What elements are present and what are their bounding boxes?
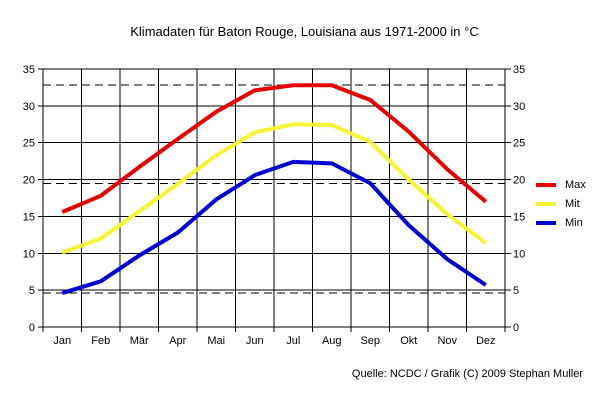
source-note: Quelle: NCDC / Grafik (C) 2009 Stephan M… [351,368,583,380]
month-label: Apr [169,335,186,347]
month-label: Mär [130,335,149,347]
month-label: Jan [53,335,71,347]
legend-item-min: Min [536,216,586,229]
series-line-mit [61,122,487,255]
legend-swatch-max [536,182,556,187]
series-line-min [61,159,487,296]
legend-label: Max [565,178,586,191]
y-axis-label-right: 35 [513,64,525,76]
y-axis-label-left: 5 [29,285,35,297]
y-axis-label-right: 15 [513,211,525,223]
y-axis-label-right: 20 [513,175,525,187]
y-axis-label-left: 30 [23,101,35,113]
y-axis-label-left: 25 [23,138,35,150]
month-label: Feb [91,335,110,347]
legend-swatch-mit [536,201,556,206]
y-axis-label-left: 15 [23,211,35,223]
legend-label: Min [565,216,583,229]
legend-item-mit: Mit [536,197,586,210]
legend-label: Mit [565,197,580,210]
series-line-max [61,83,488,214]
legend-swatch-min [536,220,556,225]
month-label: Dez [476,335,496,347]
y-axis-label-right: 25 [513,138,525,150]
y-axis-label-left: 20 [23,175,35,187]
legend: Max Mit Min [536,178,586,235]
y-axis-label-right: 10 [513,248,525,260]
month-label: Jul [286,335,300,347]
y-axis-label-left: 0 [29,322,35,334]
month-label: Sep [360,335,380,347]
month-label: Jun [246,335,264,347]
month-label: Mai [207,335,225,347]
month-label: Nov [437,335,457,347]
y-axis-label-left: 35 [23,64,35,76]
month-label: Okt [400,335,417,347]
y-axis-label-right: 0 [513,322,519,334]
y-axis-label-right: 5 [513,285,519,297]
y-axis-label-left: 10 [23,248,35,260]
legend-item-max: Max [536,178,586,191]
chart-title: Klimadaten für Baton Rouge, Louisiana au… [130,24,479,39]
month-label: Aug [322,335,342,347]
y-axis-label-right: 30 [513,101,525,113]
